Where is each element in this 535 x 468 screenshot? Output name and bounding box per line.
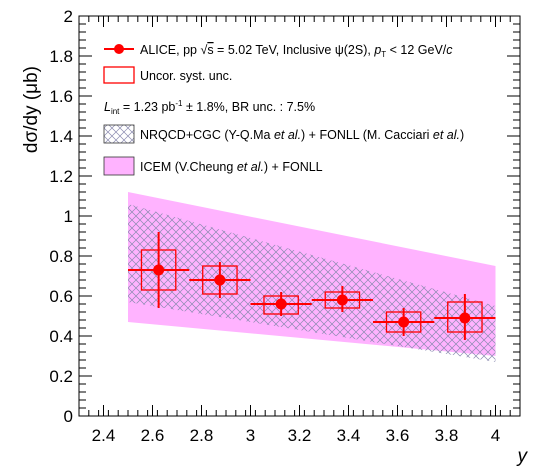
legend-nrqcd-swatch <box>103 124 135 144</box>
x-tick-label: 2.4 <box>92 426 116 445</box>
legend-alice-marker <box>114 44 124 54</box>
legend-icem-swatch <box>103 156 135 176</box>
legend-alice-label: ALICE, pp √s = 5.02 TeV, Inclusive ψ(2S)… <box>140 43 453 59</box>
x-tick-label: 2.8 <box>190 426 214 445</box>
legend-icem-label: ICEM (V.Cheung et al.) + FONLL <box>140 160 323 174</box>
data-marker <box>459 312 471 324</box>
data-marker <box>275 298 287 310</box>
data-point-4 <box>311 286 373 312</box>
y-tick-label: 2 <box>64 7 73 26</box>
legend-syst-box <box>103 66 135 84</box>
legend-nrqcd-label: NRQCD+CGC (Y-Q.Ma et al.) + FONLL (M. Ca… <box>140 128 464 142</box>
data-point-6 <box>434 294 496 340</box>
data-marker <box>153 264 165 276</box>
y-tick-label: 0.4 <box>49 327 73 346</box>
x-tick-label: 3.8 <box>435 426 459 445</box>
x-tick-label: 3 <box>246 426 255 445</box>
legend-lumi-label: Lint = 1.23 pb-1 ± 1.8%, BR unc. : 7.5% <box>104 99 315 116</box>
legend-syst-label: Uncor. syst. unc. <box>140 69 232 83</box>
y-axis-title: dσ/dy (μb) <box>21 66 42 153</box>
y-tick-label: 0.6 <box>49 287 73 306</box>
data-marker <box>336 294 348 306</box>
y-tick-label: 0 <box>64 407 73 426</box>
y-tick-label: 1 <box>64 207 73 226</box>
x-tick-label: 2.6 <box>141 426 165 445</box>
x-axis-title: y <box>516 446 529 467</box>
y-tick-label: 0.8 <box>49 247 73 266</box>
theory-bands <box>128 192 496 362</box>
data-marker <box>214 274 226 286</box>
y-tick-label: 1.4 <box>49 127 73 146</box>
data-point-5 <box>373 308 435 336</box>
data-point-3 <box>250 292 312 316</box>
x-tick-label: 3.4 <box>337 426 361 445</box>
x-tick-label: 3.6 <box>386 426 410 445</box>
x-tick-label: 3.2 <box>288 426 312 445</box>
y-tick-label: 0.2 <box>49 367 73 386</box>
y-tick-label: 1.2 <box>49 167 73 186</box>
data-points <box>128 232 496 340</box>
data-point-2 <box>189 262 251 298</box>
data-point-1 <box>128 232 190 308</box>
data-marker <box>398 316 410 328</box>
y-tick-label: 1.6 <box>49 87 73 106</box>
x-tick-label: 4 <box>491 426 500 445</box>
legend: ALICE, pp √s = 5.02 TeV, Inclusive ψ(2S)… <box>103 43 464 176</box>
y-tick-label: 1.8 <box>49 47 73 66</box>
axes: 2.4 2.6 2.8 3 3.2 3.4 3.6 3.8 4 0 0.2 0.4 0.6 0.8 1 1.2… <box>49 7 521 445</box>
